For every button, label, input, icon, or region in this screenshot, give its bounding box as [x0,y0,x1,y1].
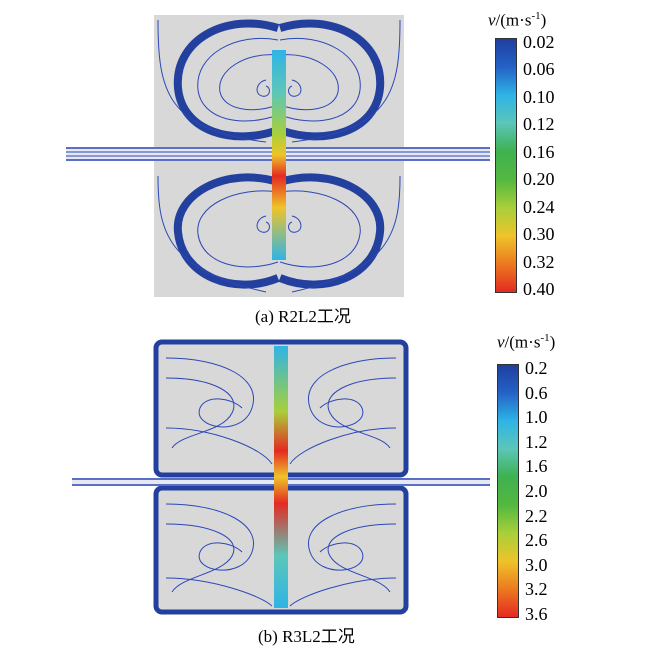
panel-b: v/(m·s-1) 0.2 0.6 1.0 1.2 1.6 2.0 2.2 2.6 3.0 3.2… [0,330,650,654]
colorbar-tick-label: 0.16 [523,141,555,162]
streamline-plot-a [66,15,490,297]
caption-b: (b) R3L2工况 [258,627,355,646]
colorbar-tick-label: 0.02 [523,32,555,52]
colorbar-tick-label: 1.2 [525,431,548,452]
colorbar-tick-label: 0.10 [523,86,555,107]
central-jet [272,50,286,260]
colorbar-tick-label: 3.0 [525,554,548,575]
colorbar-b [497,364,519,618]
colorbar-tick-label: 0.40 [523,279,555,299]
colorbar-tick-label: 1.0 [525,407,548,428]
central-jet-b [274,346,288,608]
colorbar-tick-label: 3.2 [525,579,548,600]
colorbar-tick-label: 1.6 [525,456,548,477]
streamline-plot-b [72,339,490,615]
colorbar-tick-label: 2.6 [525,530,548,551]
caption-a: (a) R2L2工况 [255,307,351,326]
colorbar-tick-label: 0.6 [525,382,548,403]
colorbar-tick-label: 3.6 [525,604,548,624]
colorbar-tick-label: 2.2 [525,505,548,526]
colorbar-a [495,38,517,293]
colorbar-tick-label: 0.24 [523,196,555,217]
streamlines-lower [157,173,401,293]
velocity-scale-title-a: v/(m·s-1) [488,10,547,30]
colorbar-tick-label: 0.32 [523,251,555,272]
streamlines-upper [157,19,401,143]
colorbar-tick-label: 0.20 [523,169,555,190]
colorbar-tick-label: 0.30 [523,224,555,245]
colorbar-tick-label: 0.06 [523,59,555,80]
colorbar-tick-label: 0.2 [525,358,548,378]
colorbar-tick-label: 2.0 [525,481,548,501]
streamlines-b [165,357,397,607]
velocity-scale-title-b: v/(m·s-1) [497,332,556,352]
panel-a: v/(m·s-1) 0.02 0.06 0.10 0.12 0.16 0.20 0.24 0.… [66,10,555,326]
colorbar-tick-label: 0.12 [523,114,555,135]
